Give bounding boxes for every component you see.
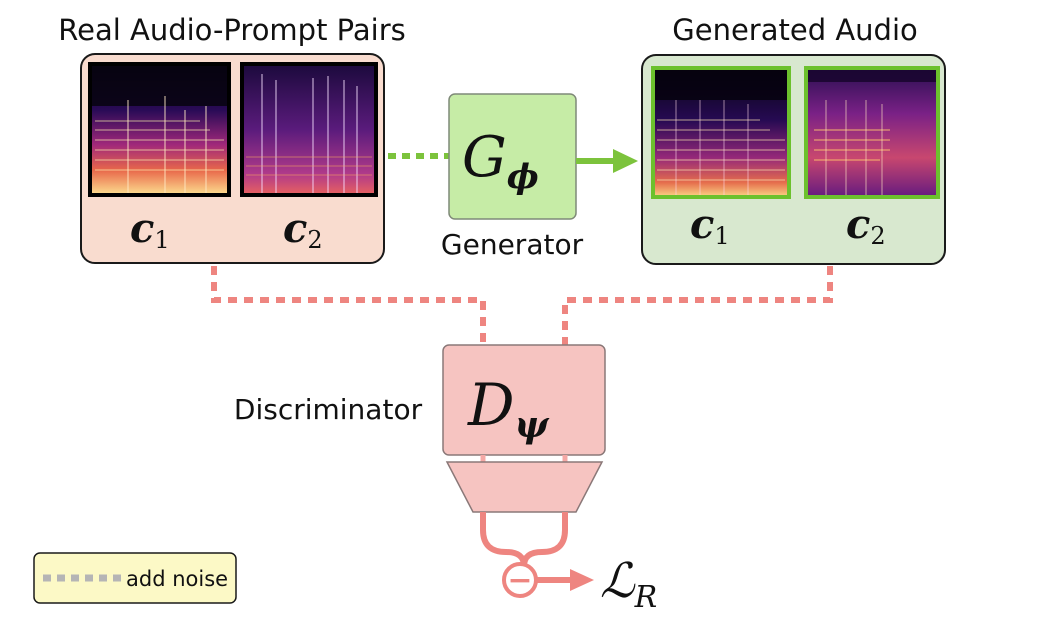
discriminator-head <box>445 461 604 513</box>
real-pairs-title: Real Audio-Prompt Pairs <box>58 13 405 47</box>
noise-path-generated-to-discriminator <box>562 266 833 345</box>
generated-spectrogram-c1 <box>651 66 791 199</box>
generator-output-arrow <box>576 149 638 173</box>
loss-symbol: ℒR <box>600 553 657 615</box>
discriminator-block <box>442 344 606 456</box>
generated-audio-title: Generated Audio <box>672 13 918 47</box>
legend-text: add noise <box>126 567 228 591</box>
generator-label: Generator <box>441 228 584 261</box>
real-spectrogram-c1 <box>88 62 231 197</box>
generated-prompt-c2: c2 <box>846 201 886 250</box>
legend-box <box>33 552 237 604</box>
generator-block <box>448 93 577 220</box>
real-prompt-c1: c1 <box>130 205 170 254</box>
discriminator-output-paths <box>480 512 568 567</box>
discriminator-symbol: Dψ <box>467 371 550 446</box>
loss-arrow <box>536 569 594 591</box>
discriminator-label: Discriminator <box>234 393 423 426</box>
minus-sign: − <box>507 563 532 598</box>
real-spectrogram-c2 <box>240 62 378 197</box>
generated-spectrogram-c2 <box>804 66 940 199</box>
generated-prompt-c1: c1 <box>690 201 730 250</box>
generator-symbol: Gϕ <box>462 125 539 197</box>
real-prompt-c2: c2 <box>283 205 323 254</box>
noise-path-real-to-discriminator <box>211 266 486 345</box>
subtraction-node: − <box>502 562 538 598</box>
